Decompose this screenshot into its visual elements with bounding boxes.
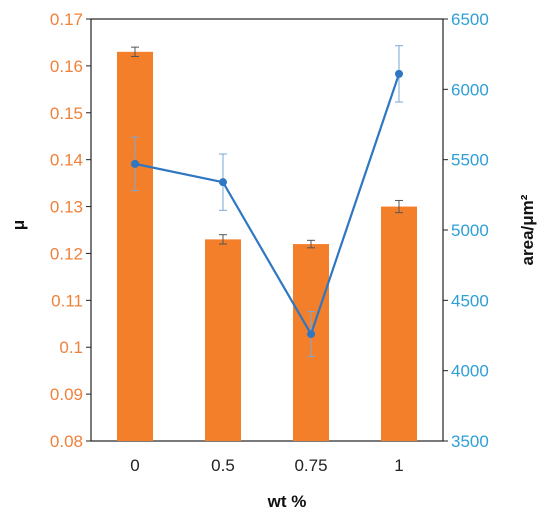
left-axis-ticks: 0.08 0.09 0.1 0.11 0.12 0.13 0.14 0.15 0.16 0.17	[50, 10, 83, 451]
left-tick-label: 0.09	[50, 385, 83, 404]
x-axis-ticks: 0 0.5 0.75 1	[130, 456, 403, 475]
x-tick-label: 0.75	[294, 456, 327, 475]
x-axis-title: wt %	[267, 492, 307, 511]
x-tick-label: 1	[394, 456, 403, 475]
left-tick-label: 0.14	[50, 151, 83, 170]
right-tick-label: 3500	[451, 432, 489, 451]
right-tick-label: 4500	[451, 291, 489, 310]
left-tick-label: 0.11	[51, 291, 83, 310]
left-tick-label: 0.1	[59, 338, 83, 357]
left-tick-label: 0.12	[50, 244, 83, 263]
bar-series	[117, 46, 417, 441]
left-tick-label: 0.16	[50, 57, 83, 76]
bar	[381, 206, 417, 441]
right-tick-label: 4000	[451, 362, 489, 381]
right-tick-label: 5000	[451, 221, 489, 240]
plot-frame	[86, 18, 448, 442]
right-axis-ticks: 3500 4000 4500 5000 5500 6000 6500	[451, 10, 489, 451]
x-tick-label: 0.5	[211, 456, 235, 475]
left-tick-label: 0.13	[50, 198, 83, 217]
area-line	[134, 73, 401, 337]
right-axis-title: area/μm²	[518, 194, 537, 265]
left-tick-label: 0.15	[50, 104, 83, 123]
line-point	[131, 159, 139, 168]
right-tick-label: 6000	[451, 80, 489, 99]
bar	[205, 239, 241, 441]
left-tick-label: 0.17	[50, 10, 83, 29]
line-series	[131, 45, 403, 358]
right-tick-label: 5500	[451, 151, 489, 170]
left-axis-title: μ	[9, 220, 28, 230]
right-tick-label: 6500	[451, 10, 489, 29]
x-tick-label: 0	[130, 456, 139, 475]
line-point	[307, 330, 315, 339]
line-point	[395, 69, 403, 78]
left-tick-label: 0.08	[50, 432, 83, 451]
line-point	[219, 178, 227, 187]
bar	[117, 51, 153, 441]
